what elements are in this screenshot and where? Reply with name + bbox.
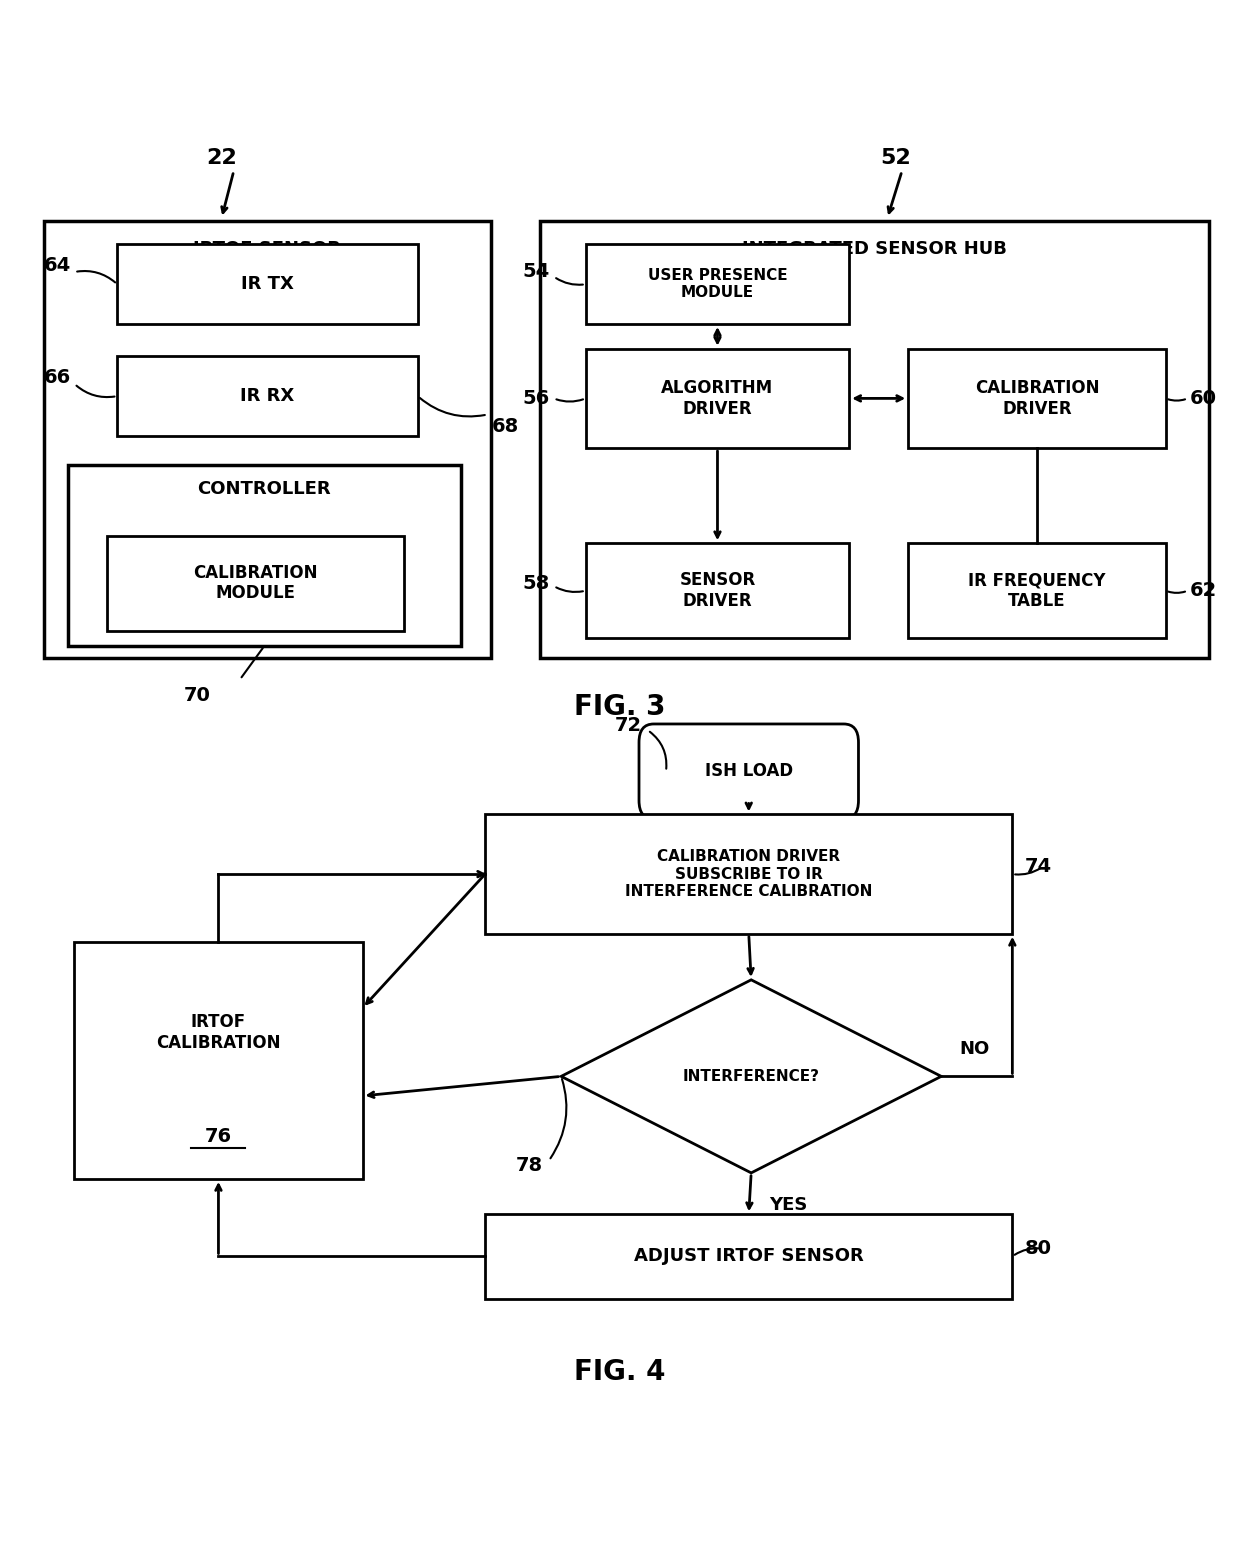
Text: 64: 64	[43, 257, 71, 275]
FancyBboxPatch shape	[541, 221, 1209, 659]
Text: FIG. 4: FIG. 4	[574, 1359, 666, 1387]
Text: 80: 80	[1024, 1240, 1052, 1258]
Text: IR RX: IR RX	[241, 386, 295, 405]
Text: 56: 56	[523, 390, 551, 408]
Text: IR TX: IR TX	[241, 275, 294, 294]
FancyBboxPatch shape	[908, 543, 1166, 638]
Text: CALIBRATION
MODULE: CALIBRATION MODULE	[193, 564, 319, 603]
Text: ALGORITHM
DRIVER: ALGORITHM DRIVER	[661, 379, 774, 417]
Text: 72: 72	[614, 716, 641, 734]
FancyBboxPatch shape	[908, 348, 1166, 448]
FancyBboxPatch shape	[585, 543, 849, 638]
FancyBboxPatch shape	[118, 356, 418, 436]
Text: 60: 60	[1190, 390, 1218, 408]
Text: 52: 52	[880, 148, 911, 169]
Text: SENSOR
DRIVER: SENSOR DRIVER	[680, 572, 755, 611]
FancyBboxPatch shape	[485, 815, 1012, 934]
Text: 22: 22	[206, 148, 237, 169]
FancyBboxPatch shape	[639, 724, 858, 819]
Text: INTEGRATED SENSOR HUB: INTEGRATED SENSOR HUB	[742, 240, 1007, 258]
Text: IR FREQUENCY
TABLE: IR FREQUENCY TABLE	[968, 572, 1106, 611]
Text: 68: 68	[491, 417, 518, 436]
Text: YES: YES	[770, 1197, 808, 1214]
Text: USER PRESENCE
MODULE: USER PRESENCE MODULE	[647, 267, 787, 300]
Text: 74: 74	[1024, 856, 1052, 877]
Text: ISH LOAD: ISH LOAD	[704, 762, 792, 781]
Text: CALIBRATION DRIVER
SUBSCRIBE TO IR
INTERFERENCE CALIBRATION: CALIBRATION DRIVER SUBSCRIBE TO IR INTER…	[625, 849, 873, 900]
Text: 76: 76	[205, 1127, 232, 1146]
Text: CALIBRATION
DRIVER: CALIBRATION DRIVER	[975, 379, 1099, 417]
FancyBboxPatch shape	[118, 244, 418, 325]
Text: 78: 78	[516, 1156, 543, 1175]
Text: 54: 54	[523, 263, 551, 281]
Text: INTERFERENCE?: INTERFERENCE?	[683, 1068, 820, 1084]
FancyBboxPatch shape	[585, 244, 849, 325]
FancyBboxPatch shape	[585, 348, 849, 448]
Text: NO: NO	[960, 1040, 990, 1057]
FancyBboxPatch shape	[43, 221, 491, 659]
Text: IRTOF SENSOR: IRTOF SENSOR	[193, 240, 341, 258]
Text: 70: 70	[184, 686, 211, 705]
Text: 62: 62	[1190, 581, 1218, 600]
FancyBboxPatch shape	[485, 1214, 1012, 1299]
FancyBboxPatch shape	[74, 942, 362, 1180]
FancyBboxPatch shape	[68, 465, 460, 646]
Polygon shape	[562, 980, 941, 1173]
Text: ADJUST IRTOF SENSOR: ADJUST IRTOF SENSOR	[634, 1248, 863, 1265]
FancyBboxPatch shape	[108, 535, 404, 631]
Text: CONTROLLER: CONTROLLER	[197, 481, 331, 498]
Text: FIG. 3: FIG. 3	[574, 693, 666, 722]
Text: IRTOF
CALIBRATION: IRTOF CALIBRATION	[156, 1013, 280, 1053]
Text: 66: 66	[43, 368, 71, 386]
Text: 58: 58	[523, 574, 551, 592]
